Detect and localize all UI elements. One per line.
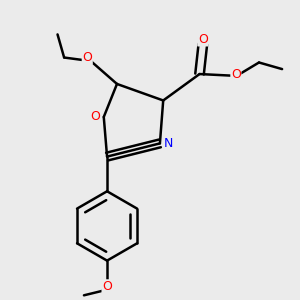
- Text: O: O: [231, 68, 241, 80]
- Text: N: N: [164, 137, 173, 150]
- Text: O: O: [91, 110, 100, 124]
- Text: O: O: [82, 51, 92, 64]
- Text: O: O: [102, 280, 112, 293]
- Text: O: O: [198, 33, 208, 46]
